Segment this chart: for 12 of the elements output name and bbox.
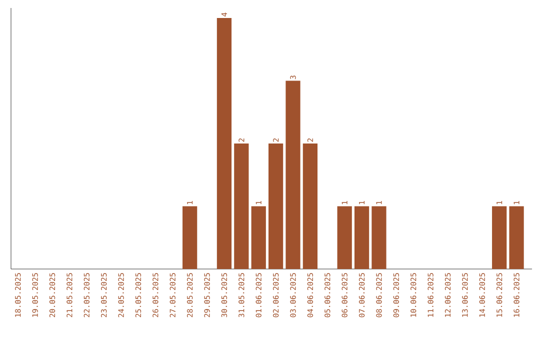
bar [286,80,300,269]
bar [268,144,284,269]
bar [182,206,198,269]
bar [337,206,352,269]
bar [492,206,507,269]
bar [354,206,370,269]
bar [216,18,232,269]
bar [234,144,249,269]
bar [509,206,524,269]
bar [251,206,266,269]
bar [302,144,318,269]
bar [372,206,386,269]
